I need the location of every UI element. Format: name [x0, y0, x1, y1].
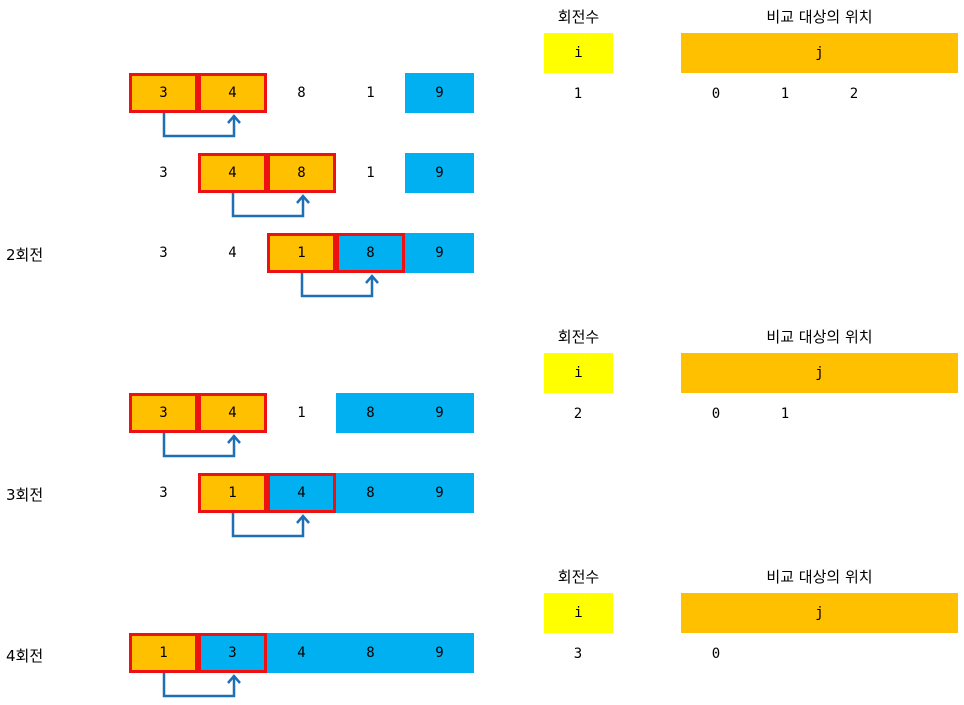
array-cell: 4 [267, 473, 336, 513]
i-value: 1 [573, 86, 583, 102]
array-cell: 1 [366, 85, 375, 101]
round-label: 2회전 [6, 246, 44, 264]
swap-arrow-icon [231, 513, 310, 538]
array-cell: 3 [129, 73, 198, 113]
round-count-header: 회전수 [557, 8, 600, 26]
array-cell: 3 [159, 165, 168, 181]
array-cell: 1 [267, 233, 336, 273]
array-cell: 1 [297, 405, 306, 421]
round-label: 3회전 [6, 486, 44, 504]
j-value: 0 [711, 86, 721, 102]
swap-arrow-icon [231, 193, 310, 218]
j-header-box: j [681, 33, 958, 73]
swap-arrow-icon [162, 673, 241, 698]
swap-arrow-icon [300, 273, 379, 298]
j-value: 0 [711, 646, 721, 662]
j-value: 1 [780, 86, 790, 102]
j-header-label: j [815, 45, 824, 61]
array-cell: 3 [159, 485, 168, 501]
array-cell: 4 [198, 393, 267, 433]
array-cell: 3 [159, 245, 168, 261]
array-cell: 4 [198, 153, 267, 193]
array-cell: 9 [405, 153, 474, 193]
array-cell: 4 [198, 73, 267, 113]
array-cell: 3 [198, 633, 267, 673]
array-cell: 1 [198, 473, 267, 513]
i-header-label: i [574, 45, 583, 61]
i-header-box: i [544, 353, 613, 393]
array-cell: 9 [405, 393, 474, 433]
array-cell: 4 [267, 633, 336, 673]
j-header-box: j [681, 353, 958, 393]
array-cell: 8 [336, 393, 405, 433]
array-cell: 9 [405, 633, 474, 673]
j-header-label: j [815, 365, 824, 381]
array-cell: 4 [228, 245, 237, 261]
array-cell: 3 [129, 393, 198, 433]
array-cell: 1 [366, 165, 375, 181]
i-header-box: i [544, 33, 613, 73]
j-value: 0 [711, 406, 721, 422]
i-header-label: i [574, 605, 583, 621]
swap-arrow-icon [162, 433, 241, 458]
i-header-label: i [574, 365, 583, 381]
array-cell: 8 [267, 153, 336, 193]
i-header-box: i [544, 593, 613, 633]
array-cell: 8 [297, 85, 306, 101]
i-value: 2 [573, 406, 583, 422]
array-cell: 9 [405, 233, 474, 273]
array-cell: 9 [405, 473, 474, 513]
round-label: 4회전 [6, 647, 44, 665]
j-value: 1 [780, 406, 790, 422]
i-value: 3 [573, 646, 583, 662]
j-value: 2 [849, 86, 859, 102]
j-header-label: j [815, 605, 824, 621]
swap-arrow-icon [162, 113, 241, 138]
j-header-box: j [681, 593, 958, 633]
compare-position-header: 비교 대상의 위치 [766, 568, 873, 586]
array-cell: 9 [405, 73, 474, 113]
round-count-header: 회전수 [557, 328, 600, 346]
array-cell: 8 [336, 233, 405, 273]
array-cell: 8 [336, 473, 405, 513]
array-cell: 1 [129, 633, 198, 673]
compare-position-header: 비교 대상의 위치 [766, 328, 873, 346]
compare-position-header: 비교 대상의 위치 [766, 8, 873, 26]
array-cell: 8 [336, 633, 405, 673]
round-count-header: 회전수 [557, 568, 600, 586]
